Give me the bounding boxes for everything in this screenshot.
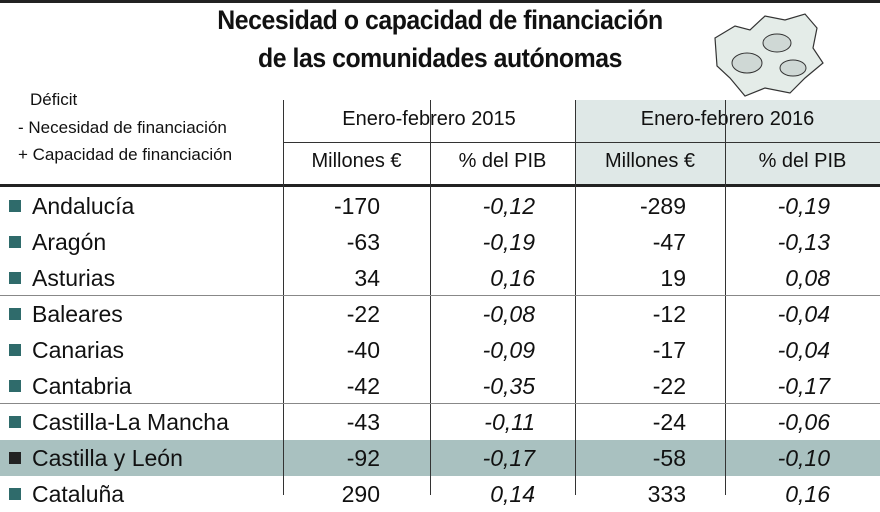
value-cell: -0,17 bbox=[482, 445, 535, 471]
group-header: Enero-febrero 2015 bbox=[342, 108, 516, 130]
legend-line: + Capacidad de financiación bbox=[18, 145, 233, 164]
value-cell: -0,04 bbox=[777, 337, 830, 363]
region-name: Asturias bbox=[32, 265, 116, 291]
top-rule bbox=[0, 0, 880, 3]
value-cell: 19 bbox=[660, 265, 686, 291]
title-line: Necesidad o capacidad de financiación bbox=[217, 5, 663, 35]
legend-line: - Necesidad de financiación bbox=[18, 118, 227, 137]
value-cell: -0,08 bbox=[482, 301, 535, 327]
map-icon bbox=[714, 13, 824, 97]
value-cell: -40 bbox=[346, 337, 380, 363]
row-highlight bbox=[0, 440, 880, 476]
legend-line: Déficit bbox=[30, 90, 78, 109]
value-cell: 0,16 bbox=[490, 265, 535, 291]
value-cell: -47 bbox=[652, 229, 686, 255]
value-cell: -0,35 bbox=[482, 373, 535, 399]
header-rule bbox=[0, 184, 880, 187]
bullet bbox=[9, 272, 21, 284]
column-rule bbox=[575, 100, 576, 495]
value-cell: -0,12 bbox=[482, 193, 535, 219]
value-cell: -0,19 bbox=[482, 229, 535, 255]
value-cell: -43 bbox=[346, 409, 380, 435]
group-rule bbox=[0, 295, 880, 296]
column-rule bbox=[283, 100, 284, 495]
value-cell: -0,19 bbox=[777, 193, 830, 219]
column-header: Millones € bbox=[311, 150, 402, 172]
value-cell: -22 bbox=[652, 373, 686, 399]
bullet bbox=[9, 344, 21, 356]
group-header: Enero-febrero 2016 bbox=[640, 108, 815, 130]
bullet bbox=[9, 380, 21, 392]
value-cell: 0,14 bbox=[490, 481, 535, 507]
value-cell: -289 bbox=[639, 193, 686, 219]
value-cell: -0,10 bbox=[777, 445, 830, 471]
bullet bbox=[9, 452, 21, 464]
region-name: Baleares bbox=[32, 301, 123, 327]
bullet bbox=[9, 236, 21, 248]
value-cell: -0,11 bbox=[484, 409, 535, 435]
value-cell: -0,04 bbox=[777, 301, 830, 327]
value-cell: 290 bbox=[341, 481, 380, 507]
value-cell: -0,13 bbox=[777, 229, 830, 255]
value-cell: -42 bbox=[346, 373, 380, 399]
group-rule bbox=[0, 403, 880, 404]
value-cell: 0,16 bbox=[785, 481, 830, 507]
value-cell: -24 bbox=[652, 409, 686, 435]
value-cell: -0,17 bbox=[777, 373, 830, 399]
title-line: de las comunidades autónomas bbox=[258, 43, 622, 73]
bullet bbox=[9, 308, 21, 320]
bullet bbox=[9, 416, 21, 428]
value-cell: -17 bbox=[652, 337, 686, 363]
value-cell: -0,06 bbox=[777, 409, 830, 435]
column-rule bbox=[725, 100, 726, 495]
region-name: Canarias bbox=[32, 337, 125, 363]
header-rule bbox=[283, 142, 880, 143]
bullet bbox=[9, 200, 21, 212]
region-name: Cataluña bbox=[32, 481, 125, 507]
region-name: Cantabria bbox=[32, 373, 132, 399]
column-rule bbox=[430, 100, 431, 495]
value-cell: -63 bbox=[346, 229, 380, 255]
region-name: Castilla-La Mancha bbox=[32, 409, 229, 435]
column-header: % del PIB bbox=[458, 150, 547, 172]
column-header: % del PIB bbox=[758, 150, 847, 172]
value-cell: -170 bbox=[333, 193, 380, 219]
region-name: Aragón bbox=[32, 229, 107, 255]
value-cell: -0,09 bbox=[482, 337, 535, 363]
value-cell: -22 bbox=[346, 301, 380, 327]
value-cell: 333 bbox=[647, 481, 686, 507]
value-cell: -58 bbox=[652, 445, 686, 471]
value-cell: -92 bbox=[346, 445, 380, 471]
column-header: Millones € bbox=[604, 150, 696, 172]
region-name: Castilla y León bbox=[32, 445, 183, 471]
value-cell: 0,08 bbox=[785, 265, 830, 291]
value-cell: 34 bbox=[354, 265, 380, 291]
bullet bbox=[9, 488, 21, 500]
region-name: Andalucía bbox=[32, 193, 135, 219]
value-cell: -12 bbox=[652, 301, 686, 327]
